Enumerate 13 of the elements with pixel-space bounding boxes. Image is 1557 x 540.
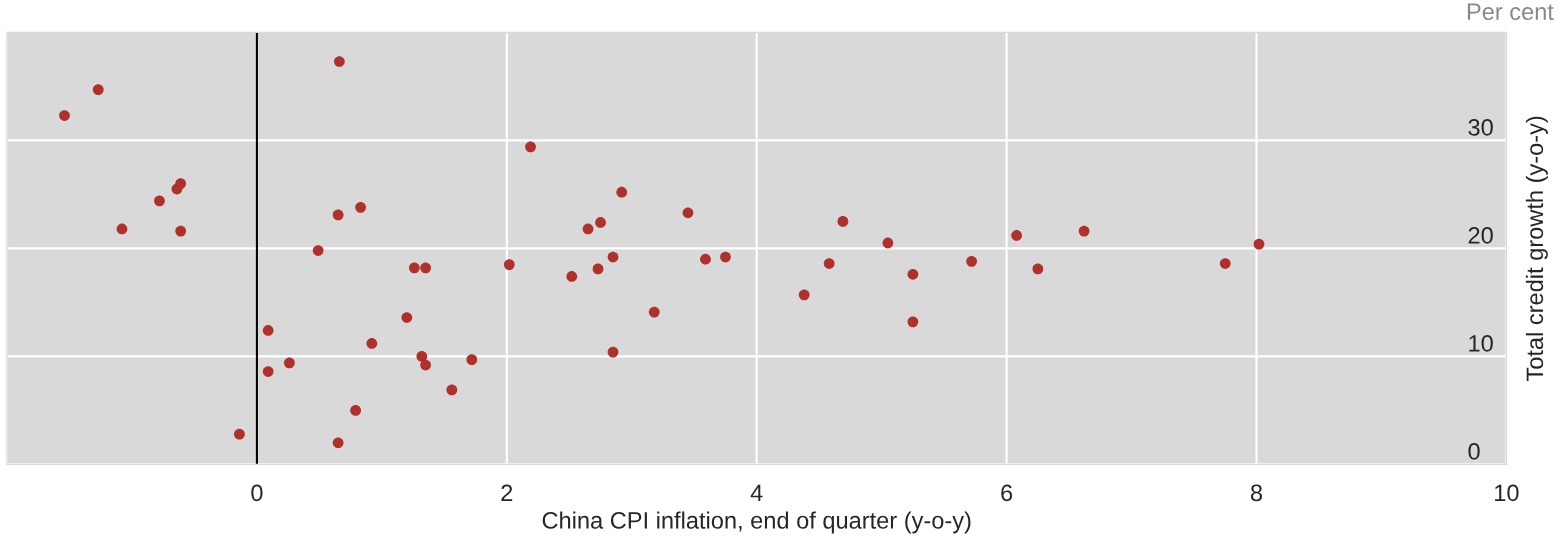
y-tick-label: 20: [1468, 227, 1493, 244]
x-tick-label: 6: [1001, 484, 1013, 502]
x-tick-label: 0: [251, 484, 263, 502]
x-tick-label: 4: [750, 484, 763, 501]
y-tick-label: 30: [1468, 119, 1493, 136]
y-tick-label: 0: [1468, 443, 1480, 460]
y-tick-label: 10: [1469, 335, 1493, 352]
text: Per cent: [1467, 3, 1554, 21]
x-tick-label: 8: [1250, 484, 1263, 502]
x-tick-label: 2: [501, 484, 513, 501]
x-axis-title: China CPI inflation, end of quarter (y-o-y): [542, 511, 971, 534]
y-axis-title: Total credit growth (y-o-y): [1525, 116, 1548, 382]
x-tick-label: 10: [1495, 484, 1519, 502]
